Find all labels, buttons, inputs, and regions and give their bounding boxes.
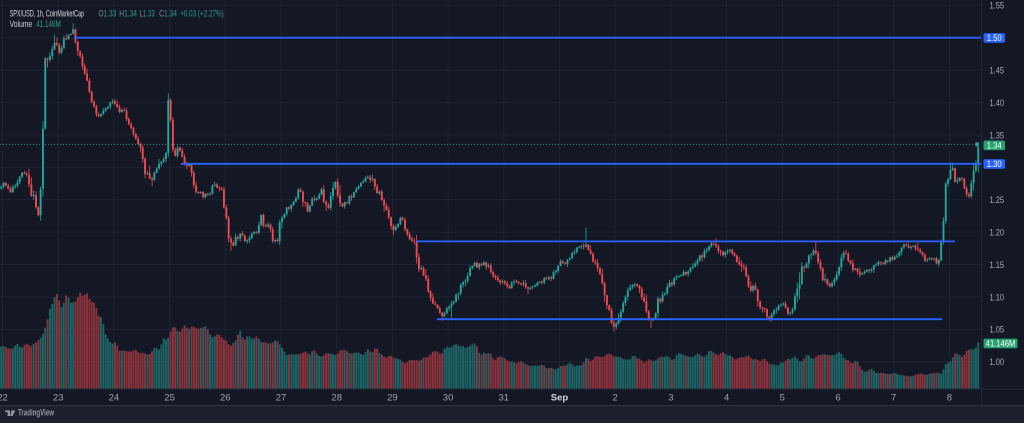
svg-text:L1.33: L1.33 [140,8,155,19]
svg-text:1.25: 1.25 [990,195,1005,205]
svg-text:41.146M: 41.146M [36,18,61,29]
svg-text:1.45: 1.45 [990,66,1005,76]
svg-text:O1.33: O1.33 [99,8,117,19]
svg-text:3: 3 [668,393,673,404]
svg-text:1.30: 1.30 [987,159,1002,169]
svg-text:30: 30 [443,393,454,404]
svg-text:1.34: 1.34 [987,140,1002,150]
svg-text:25: 25 [164,393,175,404]
svg-text:+0.03 (+2.27%): +0.03 (+2.27%) [180,8,224,19]
svg-text:5: 5 [780,393,785,404]
svg-text:TradingView: TradingView [18,408,55,418]
svg-text:1.05: 1.05 [990,325,1005,335]
svg-text:1.55: 1.55 [990,1,1005,11]
svg-text:23: 23 [53,393,64,404]
svg-text:1.10: 1.10 [990,292,1005,302]
svg-text:24: 24 [109,393,120,404]
svg-text:8: 8 [947,393,952,404]
svg-text:1.40: 1.40 [990,98,1005,108]
svg-text:SPX/USD, 1h, CoinMarketCap: SPX/USD, 1h, CoinMarketCap [10,8,85,19]
svg-text:27: 27 [276,393,287,404]
svg-text:28: 28 [331,393,342,404]
svg-text:1.50: 1.50 [987,33,1002,43]
svg-text:29: 29 [387,393,398,404]
svg-text:H1.34: H1.34 [119,8,137,19]
svg-text:1.20: 1.20 [990,228,1005,238]
svg-text:1.15: 1.15 [990,260,1005,270]
svg-text:2: 2 [613,393,618,404]
svg-text:Sep: Sep [551,393,569,404]
svg-text:6: 6 [835,393,840,404]
svg-text:26: 26 [220,393,231,404]
svg-text:31: 31 [499,393,510,404]
svg-text:41.146M: 41.146M [986,339,1016,349]
svg-text:22: 22 [0,393,8,404]
svg-text:1.35: 1.35 [990,130,1005,140]
svg-text:Volume: Volume [10,18,32,29]
svg-text:4: 4 [724,393,729,404]
svg-text:1.00: 1.00 [990,357,1005,367]
svg-text:C1.34: C1.34 [159,8,177,19]
svg-text:7: 7 [891,393,896,404]
